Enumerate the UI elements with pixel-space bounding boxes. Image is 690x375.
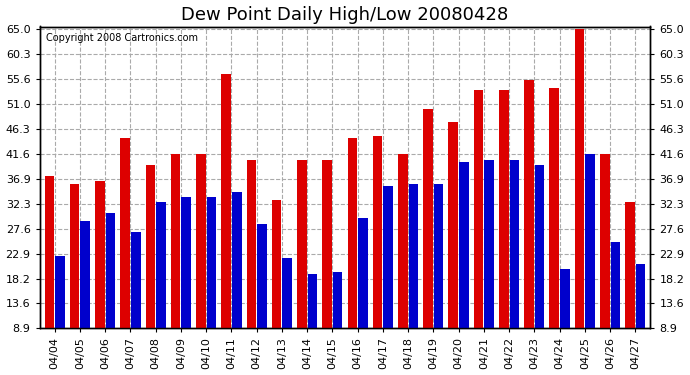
Bar	[611, 243, 620, 375]
Bar	[257, 224, 267, 375]
Bar	[499, 90, 509, 375]
Title: Dew Point Daily High/Low 20080428: Dew Point Daily High/Low 20080428	[181, 6, 509, 24]
Bar	[585, 154, 595, 375]
Bar	[246, 160, 256, 375]
Bar	[535, 165, 544, 375]
Bar	[635, 264, 645, 375]
Bar	[408, 184, 418, 375]
Bar	[232, 192, 241, 375]
Bar	[384, 186, 393, 375]
Bar	[434, 184, 444, 375]
Bar	[120, 138, 130, 375]
Bar	[549, 88, 559, 375]
Bar	[297, 160, 306, 375]
Bar	[322, 160, 332, 375]
Text: Copyright 2008 Cartronics.com: Copyright 2008 Cartronics.com	[46, 33, 198, 42]
Bar	[308, 274, 317, 375]
Bar	[171, 154, 180, 375]
Bar	[221, 75, 231, 375]
Bar	[55, 256, 65, 375]
Bar	[560, 269, 570, 375]
Bar	[474, 90, 483, 375]
Bar	[181, 197, 191, 375]
Bar	[45, 176, 55, 375]
Bar	[156, 202, 166, 375]
Bar	[600, 154, 609, 375]
Bar	[348, 138, 357, 375]
Bar	[146, 165, 155, 375]
Bar	[358, 219, 368, 375]
Bar	[459, 162, 469, 375]
Bar	[272, 200, 282, 375]
Bar	[207, 197, 216, 375]
Bar	[575, 29, 584, 375]
Bar	[81, 221, 90, 375]
Bar	[196, 154, 206, 375]
Bar	[524, 80, 534, 375]
Bar	[484, 160, 494, 375]
Bar	[510, 160, 519, 375]
Bar	[106, 213, 115, 375]
Bar	[70, 184, 79, 375]
Bar	[448, 123, 458, 375]
Bar	[131, 232, 141, 375]
Bar	[95, 181, 105, 375]
Bar	[373, 136, 382, 375]
Bar	[423, 109, 433, 375]
Bar	[333, 272, 342, 375]
Bar	[398, 154, 408, 375]
Bar	[282, 258, 292, 375]
Bar	[625, 202, 635, 375]
